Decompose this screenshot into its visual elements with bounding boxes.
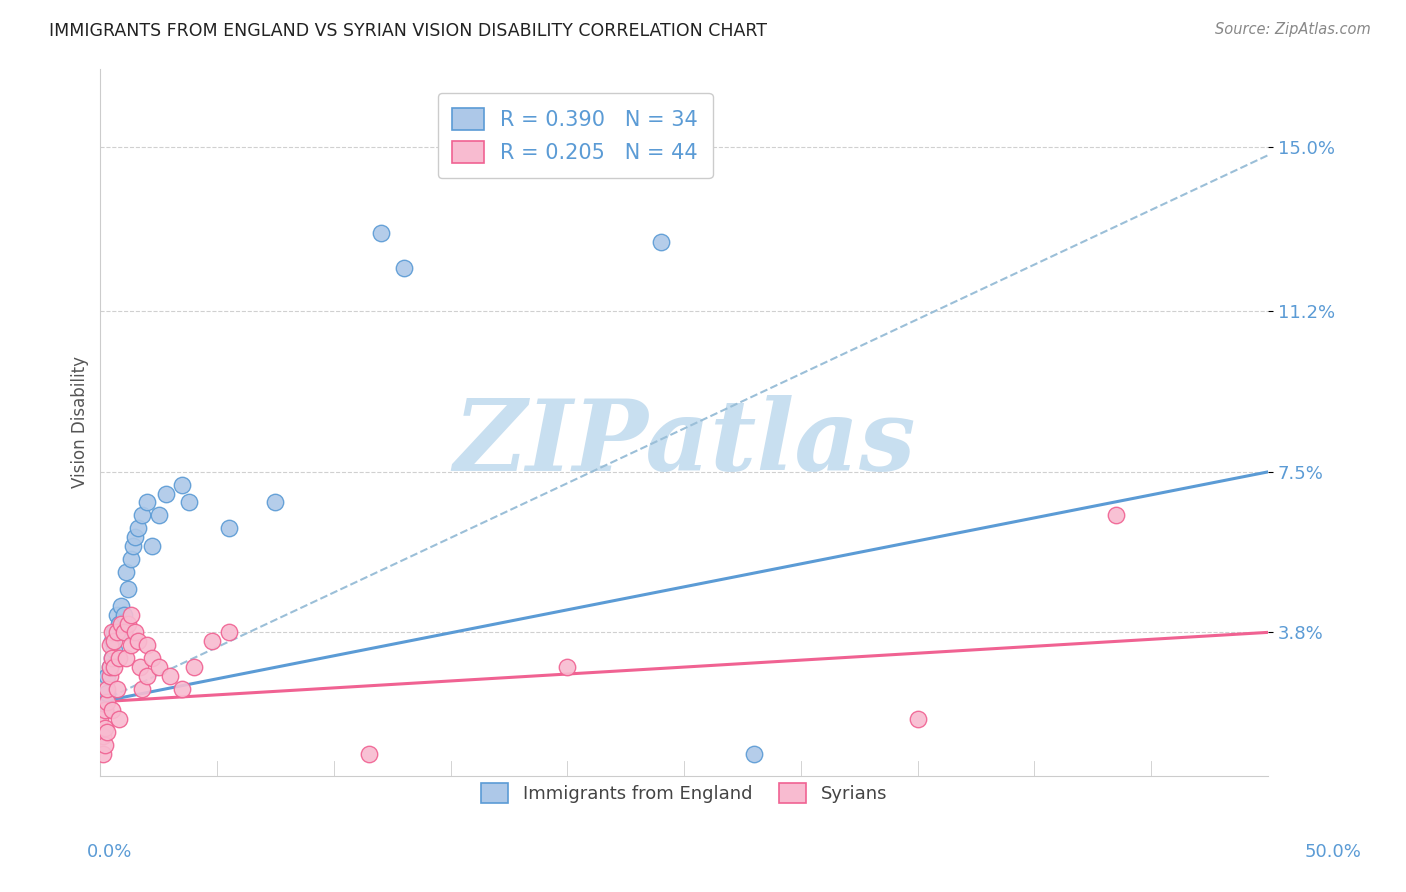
Point [392, 260, 415, 275]
Point [117, 582, 139, 596]
Point [370, 227, 392, 241]
Point [117, 616, 139, 631]
Point [101, 625, 124, 640]
Point [101, 651, 124, 665]
Point [96, 725, 118, 739]
Point [105, 681, 128, 696]
Point [103, 660, 125, 674]
Point [115, 565, 138, 579]
Point [264, 495, 287, 509]
Point [91, 695, 114, 709]
Point [94, 703, 117, 717]
Point [218, 521, 240, 535]
Legend: Immigrants from England, Syrians: Immigrants from England, Syrians [468, 771, 900, 816]
Point [218, 625, 240, 640]
Point [101, 703, 124, 717]
Point [650, 235, 672, 249]
Point [131, 508, 153, 523]
Point [98, 660, 121, 674]
Point [136, 639, 159, 653]
Point [98, 639, 121, 653]
Text: 50.0%: 50.0% [1305, 843, 1361, 861]
Point [110, 599, 132, 614]
Point [172, 681, 194, 696]
Point [136, 495, 159, 509]
Point [96, 686, 118, 700]
Point [120, 551, 142, 566]
Point [148, 660, 170, 674]
Point [112, 625, 135, 640]
Point [122, 539, 145, 553]
Point [103, 625, 125, 640]
Text: ZIPatlas: ZIPatlas [453, 395, 915, 491]
Point [127, 521, 149, 535]
Point [141, 651, 163, 665]
Point [105, 625, 128, 640]
Point [91, 747, 114, 761]
Point [108, 616, 131, 631]
Text: Source: ZipAtlas.com: Source: ZipAtlas.com [1215, 22, 1371, 37]
Point [742, 747, 765, 761]
Point [201, 634, 224, 648]
Point [103, 634, 125, 648]
Y-axis label: Vision Disability: Vision Disability [72, 356, 89, 488]
Point [101, 634, 124, 648]
Point [124, 530, 146, 544]
Point [907, 712, 929, 726]
Point [183, 660, 205, 674]
Text: IMMIGRANTS FROM ENGLAND VS SYRIAN VISION DISABILITY CORRELATION CHART: IMMIGRANTS FROM ENGLAND VS SYRIAN VISION… [49, 22, 768, 40]
Text: 0.0%: 0.0% [87, 843, 132, 861]
Point [136, 669, 159, 683]
Point [155, 486, 177, 500]
Point [91, 730, 114, 744]
Point [127, 634, 149, 648]
Point [557, 660, 579, 674]
Point [94, 721, 117, 735]
Point [96, 669, 118, 683]
Point [357, 747, 380, 761]
Point [112, 625, 135, 640]
Point [115, 651, 138, 665]
Point [108, 651, 131, 665]
Point [110, 616, 132, 631]
Point [101, 651, 124, 665]
Point [98, 660, 121, 674]
Point [94, 738, 117, 752]
Point [94, 703, 117, 717]
Point [120, 607, 142, 622]
Point [131, 681, 153, 696]
Point [103, 642, 125, 657]
Point [159, 669, 181, 683]
Point [112, 607, 135, 622]
Point [96, 681, 118, 696]
Point [108, 712, 131, 726]
Point [148, 508, 170, 523]
Point [124, 625, 146, 640]
Point [120, 639, 142, 653]
Point [129, 660, 152, 674]
Point [172, 478, 194, 492]
Point [89, 712, 111, 726]
Point [177, 495, 200, 509]
Point [141, 539, 163, 553]
Point [105, 625, 128, 640]
Point [105, 607, 128, 622]
Point [96, 695, 118, 709]
Point [1105, 508, 1128, 523]
Point [98, 669, 121, 683]
